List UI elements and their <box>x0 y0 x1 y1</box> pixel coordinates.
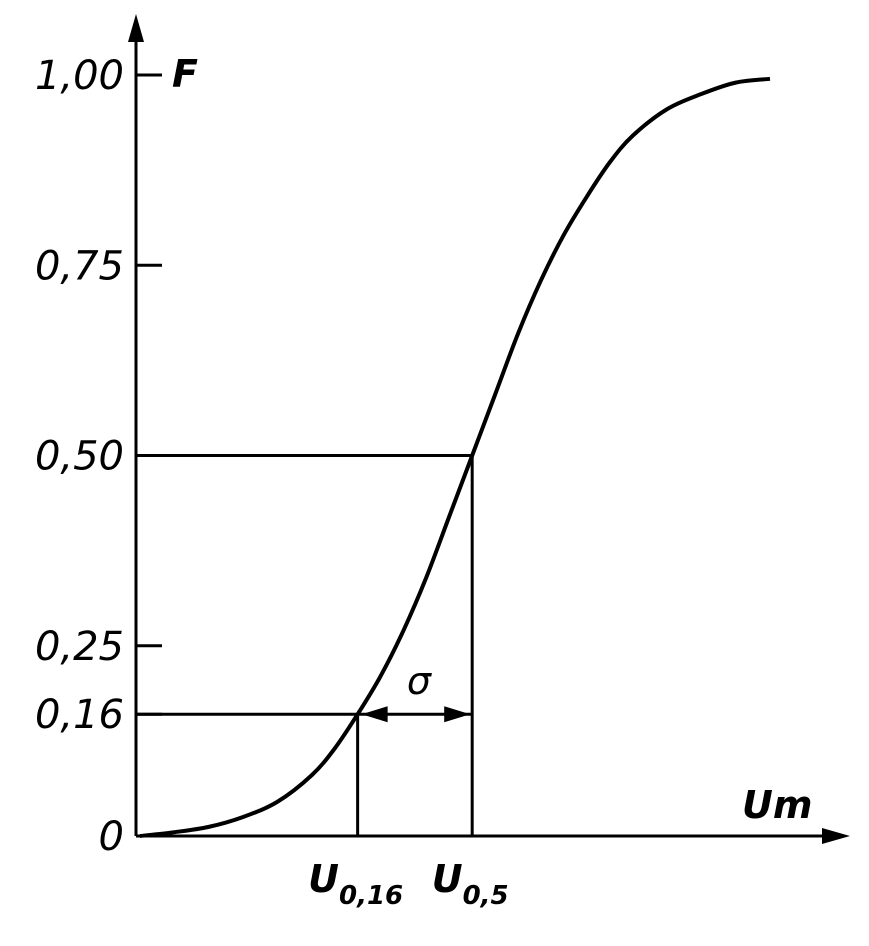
curve-layer <box>139 76 771 838</box>
y-tick-label: 0,25 <box>35 624 124 670</box>
x-axis-label: Um <box>742 783 812 827</box>
x-axis-arrow <box>822 828 850 844</box>
y-tick-label: 0,50 <box>35 434 124 480</box>
quantile-guides <box>136 454 474 836</box>
y-axis-label: F <box>172 52 198 96</box>
y-tick-label: 0,16 <box>35 692 124 738</box>
x-marker-label: U0,5 <box>432 857 509 911</box>
axes <box>128 14 850 844</box>
x-marker-subscript: 0,5 <box>463 881 509 911</box>
y-tick-label: 1,00 <box>35 53 124 99</box>
x-marker-base: U <box>432 857 463 901</box>
y-tick-label: 0 <box>99 814 124 860</box>
x-marker-label: U0,16 <box>308 857 403 911</box>
cdf-curve <box>139 76 771 838</box>
sigma-arrow-right <box>444 706 471 723</box>
x-marker-subscript: 0,16 <box>339 881 403 911</box>
sigma-arrow-left <box>361 706 388 723</box>
sigma-label: σ <box>407 659 433 703</box>
x-marker-base: U <box>308 857 339 901</box>
y-tick-label: 0,75 <box>35 243 124 289</box>
y-axis-arrow <box>128 14 144 42</box>
